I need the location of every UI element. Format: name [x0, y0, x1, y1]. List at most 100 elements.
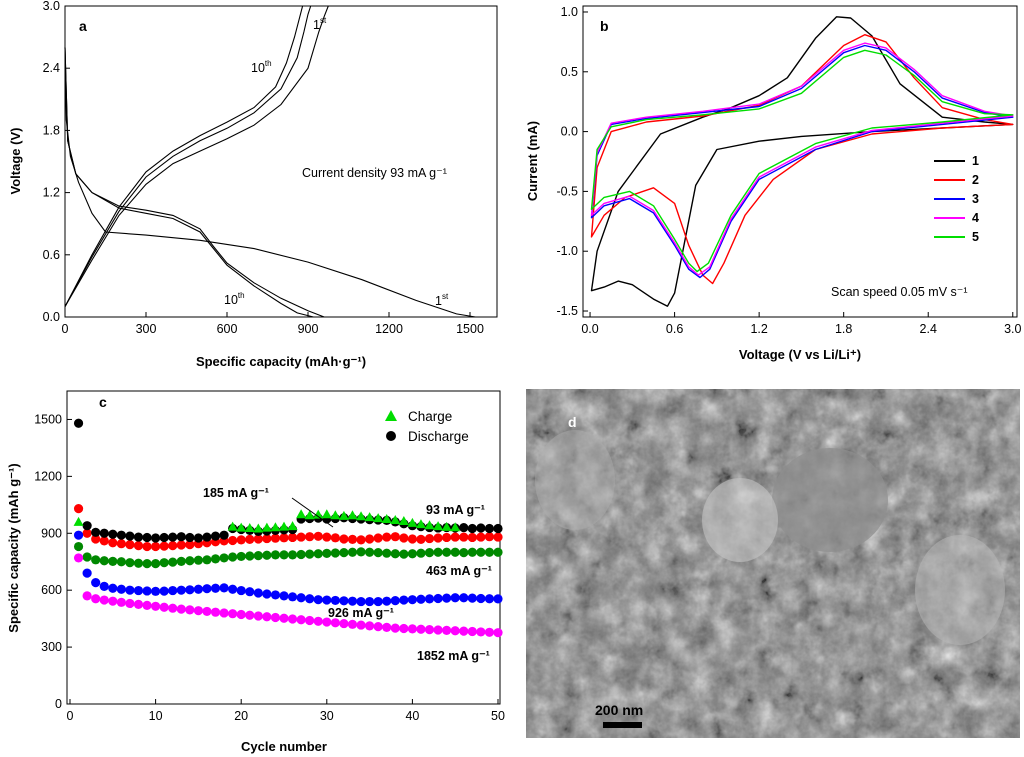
panel-c-point-discharge	[476, 523, 486, 533]
panel-c-point-discharge	[168, 532, 178, 542]
panel-c-point-rate	[467, 593, 477, 603]
panel-c-ytick-label: 1500	[34, 412, 62, 426]
panel-c-xtick-label: 20	[234, 709, 248, 723]
panel-c-point-rate	[253, 611, 263, 621]
panel-c-point-rate	[116, 539, 126, 549]
panel-c-point-rate	[185, 605, 195, 615]
panel-b-legend-label-1: 1	[972, 154, 979, 168]
panel-c-point-rate	[262, 612, 272, 622]
panel-c-point-rate	[176, 540, 186, 550]
panel-c-point-discharge	[159, 532, 169, 543]
panel-c-point-rate	[262, 550, 272, 560]
panel-c-point-rate	[296, 593, 306, 603]
panel-c-point-rate	[142, 586, 152, 596]
panel-c-point-discharge	[116, 530, 126, 540]
panel-c-point-rate	[356, 535, 366, 545]
panel-c-point-rate	[459, 532, 469, 542]
panel-c-charge-point	[279, 521, 289, 531]
panel-c-point-rate	[416, 534, 426, 544]
panel-a-curve-discharge-2nd	[64, 47, 325, 318]
panel-c-axes: 0 10 20 30 40 50 0 300 600 900 1200 1500	[34, 412, 505, 723]
panel-c-point-rate	[322, 532, 332, 542]
panel-a-label-1st-charge: 1st	[313, 16, 327, 32]
panel-b-legend-label-5: 5	[972, 230, 979, 244]
panel-c-charge-point	[381, 514, 392, 524]
panel-c-point-rate	[433, 593, 443, 604]
panel-c-point-rate	[450, 532, 460, 542]
sem-bright-cluster-1	[702, 478, 778, 562]
panel-c-point-rate	[313, 531, 323, 541]
panel-c-point-rate	[399, 595, 409, 605]
panel-c-charge-point	[373, 513, 384, 523]
panel-c-point-rate	[476, 547, 486, 557]
panel-c-charge-point	[227, 521, 238, 531]
panel-c-point-rate	[210, 607, 221, 617]
panel-c-point-rate	[322, 595, 332, 605]
panel-c-point-discharge	[484, 523, 495, 534]
panel-b-xtick-label: 0.6	[666, 322, 683, 336]
panel-c-point-discharge	[91, 527, 101, 537]
panel-c-point-rate	[313, 616, 323, 626]
panel-b-series	[590, 16, 1014, 307]
panel-c-point-rate	[313, 595, 323, 605]
panel-c-point-rate	[236, 609, 246, 620]
panel-c-charge-point	[287, 521, 298, 531]
panel-c-point-rate	[407, 549, 417, 559]
panel-c-point-rate	[133, 599, 144, 610]
panel-c-point-rate	[270, 590, 281, 600]
panel-b-letter: b	[600, 18, 609, 34]
panel-c-ytick-label: 1200	[34, 469, 62, 483]
panel-c-point-rate	[168, 585, 178, 596]
panel-c-point-discharge	[202, 532, 212, 542]
panel-c-point-rate	[433, 533, 443, 543]
panel-c-point-rate	[416, 594, 426, 604]
panel-c-point-rate	[99, 556, 109, 566]
panel-c-charge-point	[338, 510, 349, 520]
panel-a-xlabel: Specific capacity (mAh·g⁻¹)	[196, 354, 366, 369]
panel-c-charge-point	[407, 517, 418, 527]
panel-c-point-discharge	[108, 529, 118, 539]
panel-a-chart: 0 300 600 900 1200 1500 0.0 0.6 1.2 1.8 2.4 3.0 a C…	[8, 0, 498, 369]
panel-c-185-pointer	[291, 497, 334, 528]
panel-c-legend-charge-marker	[385, 410, 397, 421]
panel-c-point-rate	[450, 626, 460, 636]
panel-c-point-rate	[339, 618, 349, 629]
panel-b-annotation: Scan speed 0.05 mV s⁻¹	[831, 285, 968, 299]
panel-c-point-rate	[228, 609, 238, 619]
panel-c-charge-point	[313, 509, 324, 519]
panel-c-point-rate	[347, 596, 358, 606]
panel-c-chart: 0 10 20 30 40 50 0 300 600 900 1200 1500 c Charge Di…	[6, 390, 505, 754]
panel-c-point-rate	[262, 533, 272, 544]
panel-c-point-rate	[330, 618, 340, 628]
panel-a-label-1st-discharge: 1st	[435, 292, 449, 308]
panel-b-curve-5	[590, 49, 1014, 273]
panel-c-point-rate	[73, 504, 84, 514]
panel-c-frame	[66, 390, 501, 705]
panel-c-point-rate	[176, 604, 186, 614]
panel-c-charge-point	[364, 512, 375, 522]
panel-c-ytick-label: 600	[41, 583, 62, 597]
panel-c-charge-point	[253, 523, 264, 533]
panel-c-rate-label: 926 mA g⁻¹	[328, 606, 394, 620]
panel-c-charge-point	[236, 522, 247, 532]
panel-c-point-rate	[82, 591, 92, 601]
panel-c-point-rate	[253, 588, 263, 598]
panel-c-point-rate	[279, 591, 289, 601]
panel-c-point-rate	[339, 548, 349, 558]
panel-c-point-rate	[125, 540, 135, 550]
panel-b-ytick-label: 0.0	[561, 125, 578, 139]
panel-c-point-rate	[365, 596, 375, 607]
panel-c-point-rate	[185, 585, 195, 595]
panel-b-ytick-label: -0.5	[556, 184, 578, 198]
panel-c-point-rate	[210, 554, 221, 564]
panel-c-point-rate	[82, 568, 92, 578]
panel-c-point-rate	[493, 547, 503, 557]
panel-c-point-rate	[116, 584, 126, 594]
panel-c-point-rate	[168, 603, 178, 613]
sem-bright-cluster-3	[535, 430, 615, 530]
panel-c-point-rate	[433, 625, 443, 635]
panel-d-letter: d	[568, 414, 577, 430]
panel-c-point-rate	[270, 550, 281, 560]
panel-c-point-rate	[476, 627, 486, 637]
panel-c-point-rate	[442, 625, 452, 635]
